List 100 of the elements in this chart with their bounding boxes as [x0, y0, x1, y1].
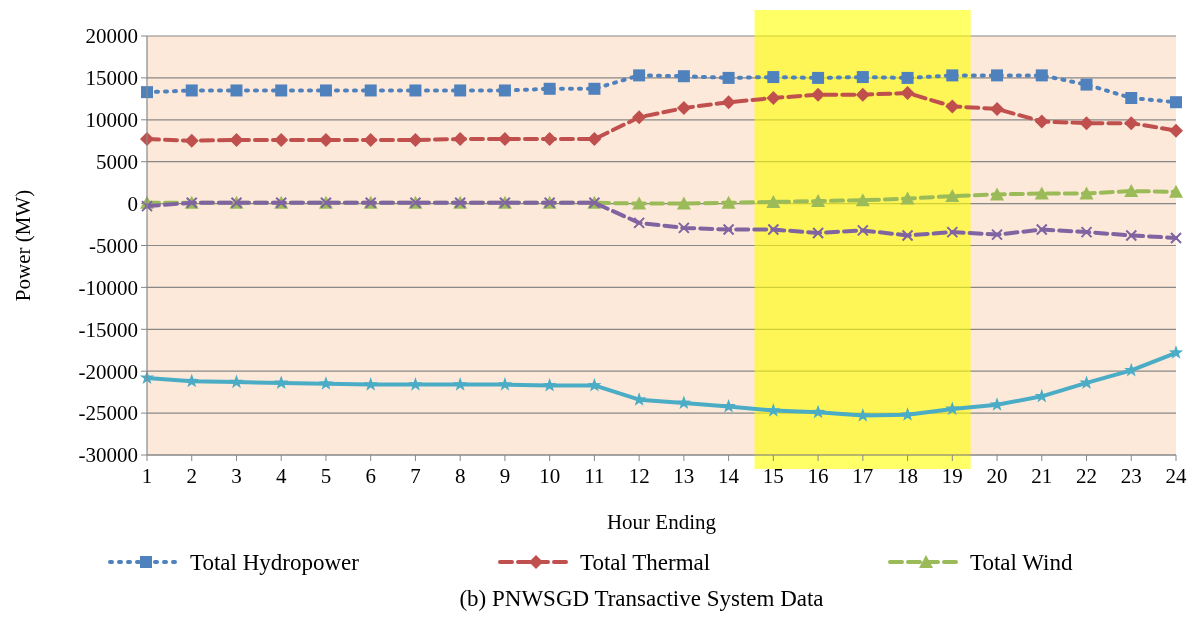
point — [1080, 78, 1093, 91]
point — [543, 82, 556, 95]
point — [1035, 69, 1048, 82]
x-tick-label: 1 — [141, 464, 153, 488]
point — [990, 101, 1005, 116]
point — [722, 223, 735, 236]
point — [1034, 388, 1049, 403]
point — [766, 403, 781, 417]
point — [856, 224, 869, 237]
point — [856, 71, 869, 84]
legend-label: Total Thermal — [580, 550, 711, 576]
point — [185, 84, 198, 97]
point — [453, 132, 468, 147]
x-tick-label: 3 — [231, 464, 242, 488]
point — [275, 84, 288, 97]
x-tick-label: 24 — [1165, 464, 1187, 488]
x-tick-label: 17 — [852, 464, 874, 488]
point — [1170, 96, 1182, 109]
point — [1169, 184, 1183, 198]
point — [676, 196, 691, 210]
point — [1168, 345, 1184, 359]
x-tick-label: 19 — [941, 464, 963, 488]
x-tick-label: 12 — [628, 464, 650, 488]
point — [1125, 229, 1138, 242]
point — [945, 99, 960, 114]
point — [588, 82, 601, 95]
point — [498, 84, 511, 97]
y-tick-label: -30000 — [78, 443, 138, 468]
point — [363, 377, 378, 391]
point — [542, 377, 557, 392]
point — [319, 84, 332, 97]
point — [1124, 184, 1139, 198]
point — [274, 132, 289, 147]
x-tick-label: 5 — [320, 464, 332, 488]
y-tick-label: 0 — [127, 191, 138, 216]
point — [811, 194, 826, 208]
point — [676, 395, 691, 410]
point — [229, 374, 244, 389]
point — [632, 196, 647, 210]
x-axis-title: Hour Ending — [606, 510, 717, 534]
x-tick-label: 4 — [275, 464, 287, 488]
point — [587, 132, 602, 147]
x-tick-label: 15 — [762, 464, 784, 488]
point — [812, 71, 825, 84]
legend-label: Total Hydropower — [190, 550, 360, 576]
x-tick-label: 18 — [897, 464, 919, 488]
point — [900, 191, 915, 205]
x-tick-label: 8 — [454, 464, 466, 488]
x-tick-label: 13 — [673, 464, 695, 488]
point — [408, 377, 423, 391]
point — [633, 216, 646, 229]
x-tick-label: 22 — [1076, 464, 1098, 488]
point — [855, 193, 870, 207]
y-tick-label: 20000 — [85, 24, 138, 49]
point — [945, 401, 960, 415]
point — [453, 377, 468, 391]
point — [1125, 92, 1138, 105]
point — [318, 376, 334, 390]
point — [767, 71, 780, 84]
point — [1079, 186, 1094, 200]
x-tick-label: 11 — [584, 464, 605, 488]
point — [721, 195, 736, 209]
point — [633, 69, 646, 82]
point — [990, 187, 1005, 201]
y-tick-label: -5000 — [89, 233, 138, 258]
x-tick-label: 9 — [499, 464, 511, 488]
point — [812, 226, 825, 239]
point — [901, 229, 914, 242]
point — [900, 407, 915, 421]
point — [946, 69, 959, 82]
y-tick-label: 15000 — [85, 66, 138, 91]
point — [409, 84, 422, 97]
x-tick-label: 2 — [186, 464, 197, 488]
point — [900, 85, 915, 100]
point — [677, 70, 690, 83]
text: (b) PNWSGD Transactive System Data — [459, 586, 824, 611]
point — [1169, 123, 1183, 138]
point — [811, 87, 826, 102]
point — [1080, 226, 1093, 239]
point — [497, 377, 513, 391]
point — [677, 221, 690, 234]
point — [141, 200, 153, 213]
point — [184, 133, 199, 148]
point — [632, 110, 647, 125]
x-tick-label: 20 — [986, 464, 1008, 488]
point — [1170, 231, 1182, 244]
point — [721, 398, 736, 413]
point — [991, 69, 1004, 82]
x-tick-label: 21 — [1031, 464, 1053, 488]
point — [364, 84, 377, 97]
point — [855, 408, 870, 422]
point — [229, 132, 244, 147]
x-tick-label: 23 — [1120, 464, 1142, 488]
y-tick-label: -15000 — [78, 317, 138, 342]
y-tick-label: 5000 — [96, 150, 138, 175]
point — [1124, 116, 1139, 131]
y-tick-label: -10000 — [78, 275, 138, 300]
point — [945, 189, 960, 203]
x-tick-label: 7 — [410, 464, 421, 488]
x-tick-label: 16 — [807, 464, 829, 488]
